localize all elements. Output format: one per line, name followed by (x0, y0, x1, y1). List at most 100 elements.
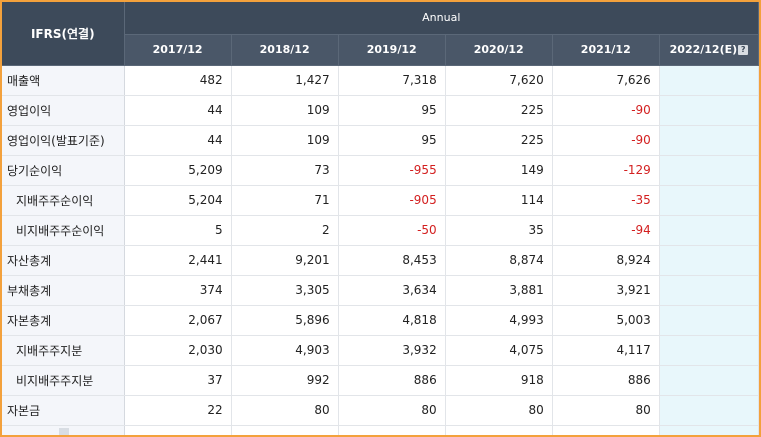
value-cell: 4,818 (338, 305, 446, 336)
table-row: 매출액 482 1,427 7,318 7,620 7,626 (2, 65, 759, 96)
value-cell: 2,441 (124, 245, 232, 276)
value-cell: 3,305 (231, 275, 339, 306)
table-row: 지배주주지분 2,030 4,903 3,932 4,075 4,117 (2, 335, 759, 366)
value-cell: 3,634 (338, 275, 446, 306)
value-cell (338, 425, 446, 435)
value-cell: 3,881 (445, 275, 553, 306)
value-cell: 149 (445, 155, 553, 186)
value-cell: 7,318 (338, 65, 446, 96)
value-cell (124, 425, 232, 435)
value-cell: 5 (124, 215, 232, 246)
value-cell: 7,620 (445, 65, 553, 96)
table-row: 영업이익(발표기준) 44 109 95 225 -90 (2, 125, 759, 156)
info-box-icon[interactable]: ? (738, 45, 749, 55)
estimate-cell (659, 395, 759, 426)
value-cell: 8,874 (445, 245, 553, 276)
value-cell (231, 425, 339, 435)
value-cell: 95 (338, 125, 446, 156)
value-cell: 8,924 (552, 245, 660, 276)
table-row: 비지배주주지분 37 992 886 918 886 (2, 365, 759, 396)
value-cell: 114 (445, 185, 553, 216)
value-cell: 37 (124, 365, 232, 396)
value-cell: -94 (552, 215, 660, 246)
value-cell: 35 (445, 215, 553, 246)
value-cell: 71 (231, 185, 339, 216)
value-cell: 44 (124, 95, 232, 126)
value-cell: 4,903 (231, 335, 339, 366)
table-row: 지배주주순이익 5,204 71 -905 114 -35 (2, 185, 759, 216)
table-row: 자본총계 2,067 5,896 4,818 4,993 5,003 (2, 305, 759, 336)
row-label: 비지배주주지분 (2, 365, 125, 396)
value-cell: -955 (338, 155, 446, 186)
row-label: 지배주주순이익 (2, 185, 125, 216)
value-cell: 374 (124, 275, 232, 306)
value-cell: 80 (338, 395, 446, 426)
value-cell: 22 (124, 395, 232, 426)
table-row: 당기순이익 5,209 73 -955 149 -129 (2, 155, 759, 186)
value-cell: 73 (231, 155, 339, 186)
row-label: 비지배주주순이익 (2, 215, 125, 246)
row-label: 자본총계 (2, 305, 125, 336)
value-cell: 4,075 (445, 335, 553, 366)
table-row: 비지배주주순이익 5 2 -50 35 -94 (2, 215, 759, 246)
ifrs-header: IFRS(연결) (2, 2, 125, 66)
table-row: 자본금 22 80 80 80 80 (2, 395, 759, 426)
value-cell: 3,932 (338, 335, 446, 366)
year-header-label: 2018/12 (259, 43, 310, 56)
value-cell: 992 (231, 365, 339, 396)
value-cell: 5,896 (231, 305, 339, 336)
value-cell: 5,003 (552, 305, 660, 336)
value-cell (659, 425, 759, 435)
value-cell: -90 (552, 125, 660, 156)
row-label: 영업이익 (2, 95, 125, 126)
value-cell: 4,117 (552, 335, 660, 366)
row-label: 자본금 (2, 395, 125, 426)
value-cell: 2,067 (124, 305, 232, 336)
value-cell: 80 (552, 395, 660, 426)
table-row-partial (2, 425, 759, 435)
estimate-cell (659, 65, 759, 96)
year-header: 2018/12 (231, 34, 339, 66)
estimate-cell (659, 155, 759, 186)
value-cell (552, 425, 660, 435)
year-header: 2022/12(E)? (659, 34, 759, 66)
value-cell: 2,030 (124, 335, 232, 366)
year-header-label: 2019/12 (366, 43, 417, 56)
row-label: 지배주주지분 (2, 335, 125, 366)
year-header: 2021/12 (552, 34, 660, 66)
year-header-label: 2017/12 (152, 43, 203, 56)
expand-icon[interactable] (59, 428, 69, 435)
value-cell: 109 (231, 95, 339, 126)
value-cell: 886 (338, 365, 446, 396)
estimate-cell (659, 185, 759, 216)
value-cell: -90 (552, 95, 660, 126)
value-cell (445, 425, 553, 435)
value-cell: 886 (552, 365, 660, 396)
table-row: 영업이익 44 109 95 225 -90 (2, 95, 759, 126)
year-header-label: 2020/12 (473, 43, 524, 56)
value-cell: 9,201 (231, 245, 339, 276)
year-header-label: 2021/12 (580, 43, 631, 56)
estimate-cell (659, 275, 759, 306)
table-row: 자산총계 2,441 9,201 8,453 8,874 8,924 (2, 245, 759, 276)
estimate-cell (659, 305, 759, 336)
value-cell: 8,453 (338, 245, 446, 276)
table-row: 부채총계 374 3,305 3,634 3,881 3,921 (2, 275, 759, 306)
year-header: 2020/12 (445, 34, 553, 66)
value-cell: 3,921 (552, 275, 660, 306)
value-cell: 80 (231, 395, 339, 426)
row-label (2, 425, 125, 435)
value-cell: -905 (338, 185, 446, 216)
estimate-cell (659, 95, 759, 126)
value-cell: 1,427 (231, 65, 339, 96)
value-cell: 5,204 (124, 185, 232, 216)
value-cell: 918 (445, 365, 553, 396)
value-cell: 2 (231, 215, 339, 246)
value-cell: 5,209 (124, 155, 232, 186)
value-cell: 80 (445, 395, 553, 426)
estimate-cell (659, 245, 759, 276)
value-cell: -129 (552, 155, 660, 186)
value-cell: -35 (552, 185, 660, 216)
